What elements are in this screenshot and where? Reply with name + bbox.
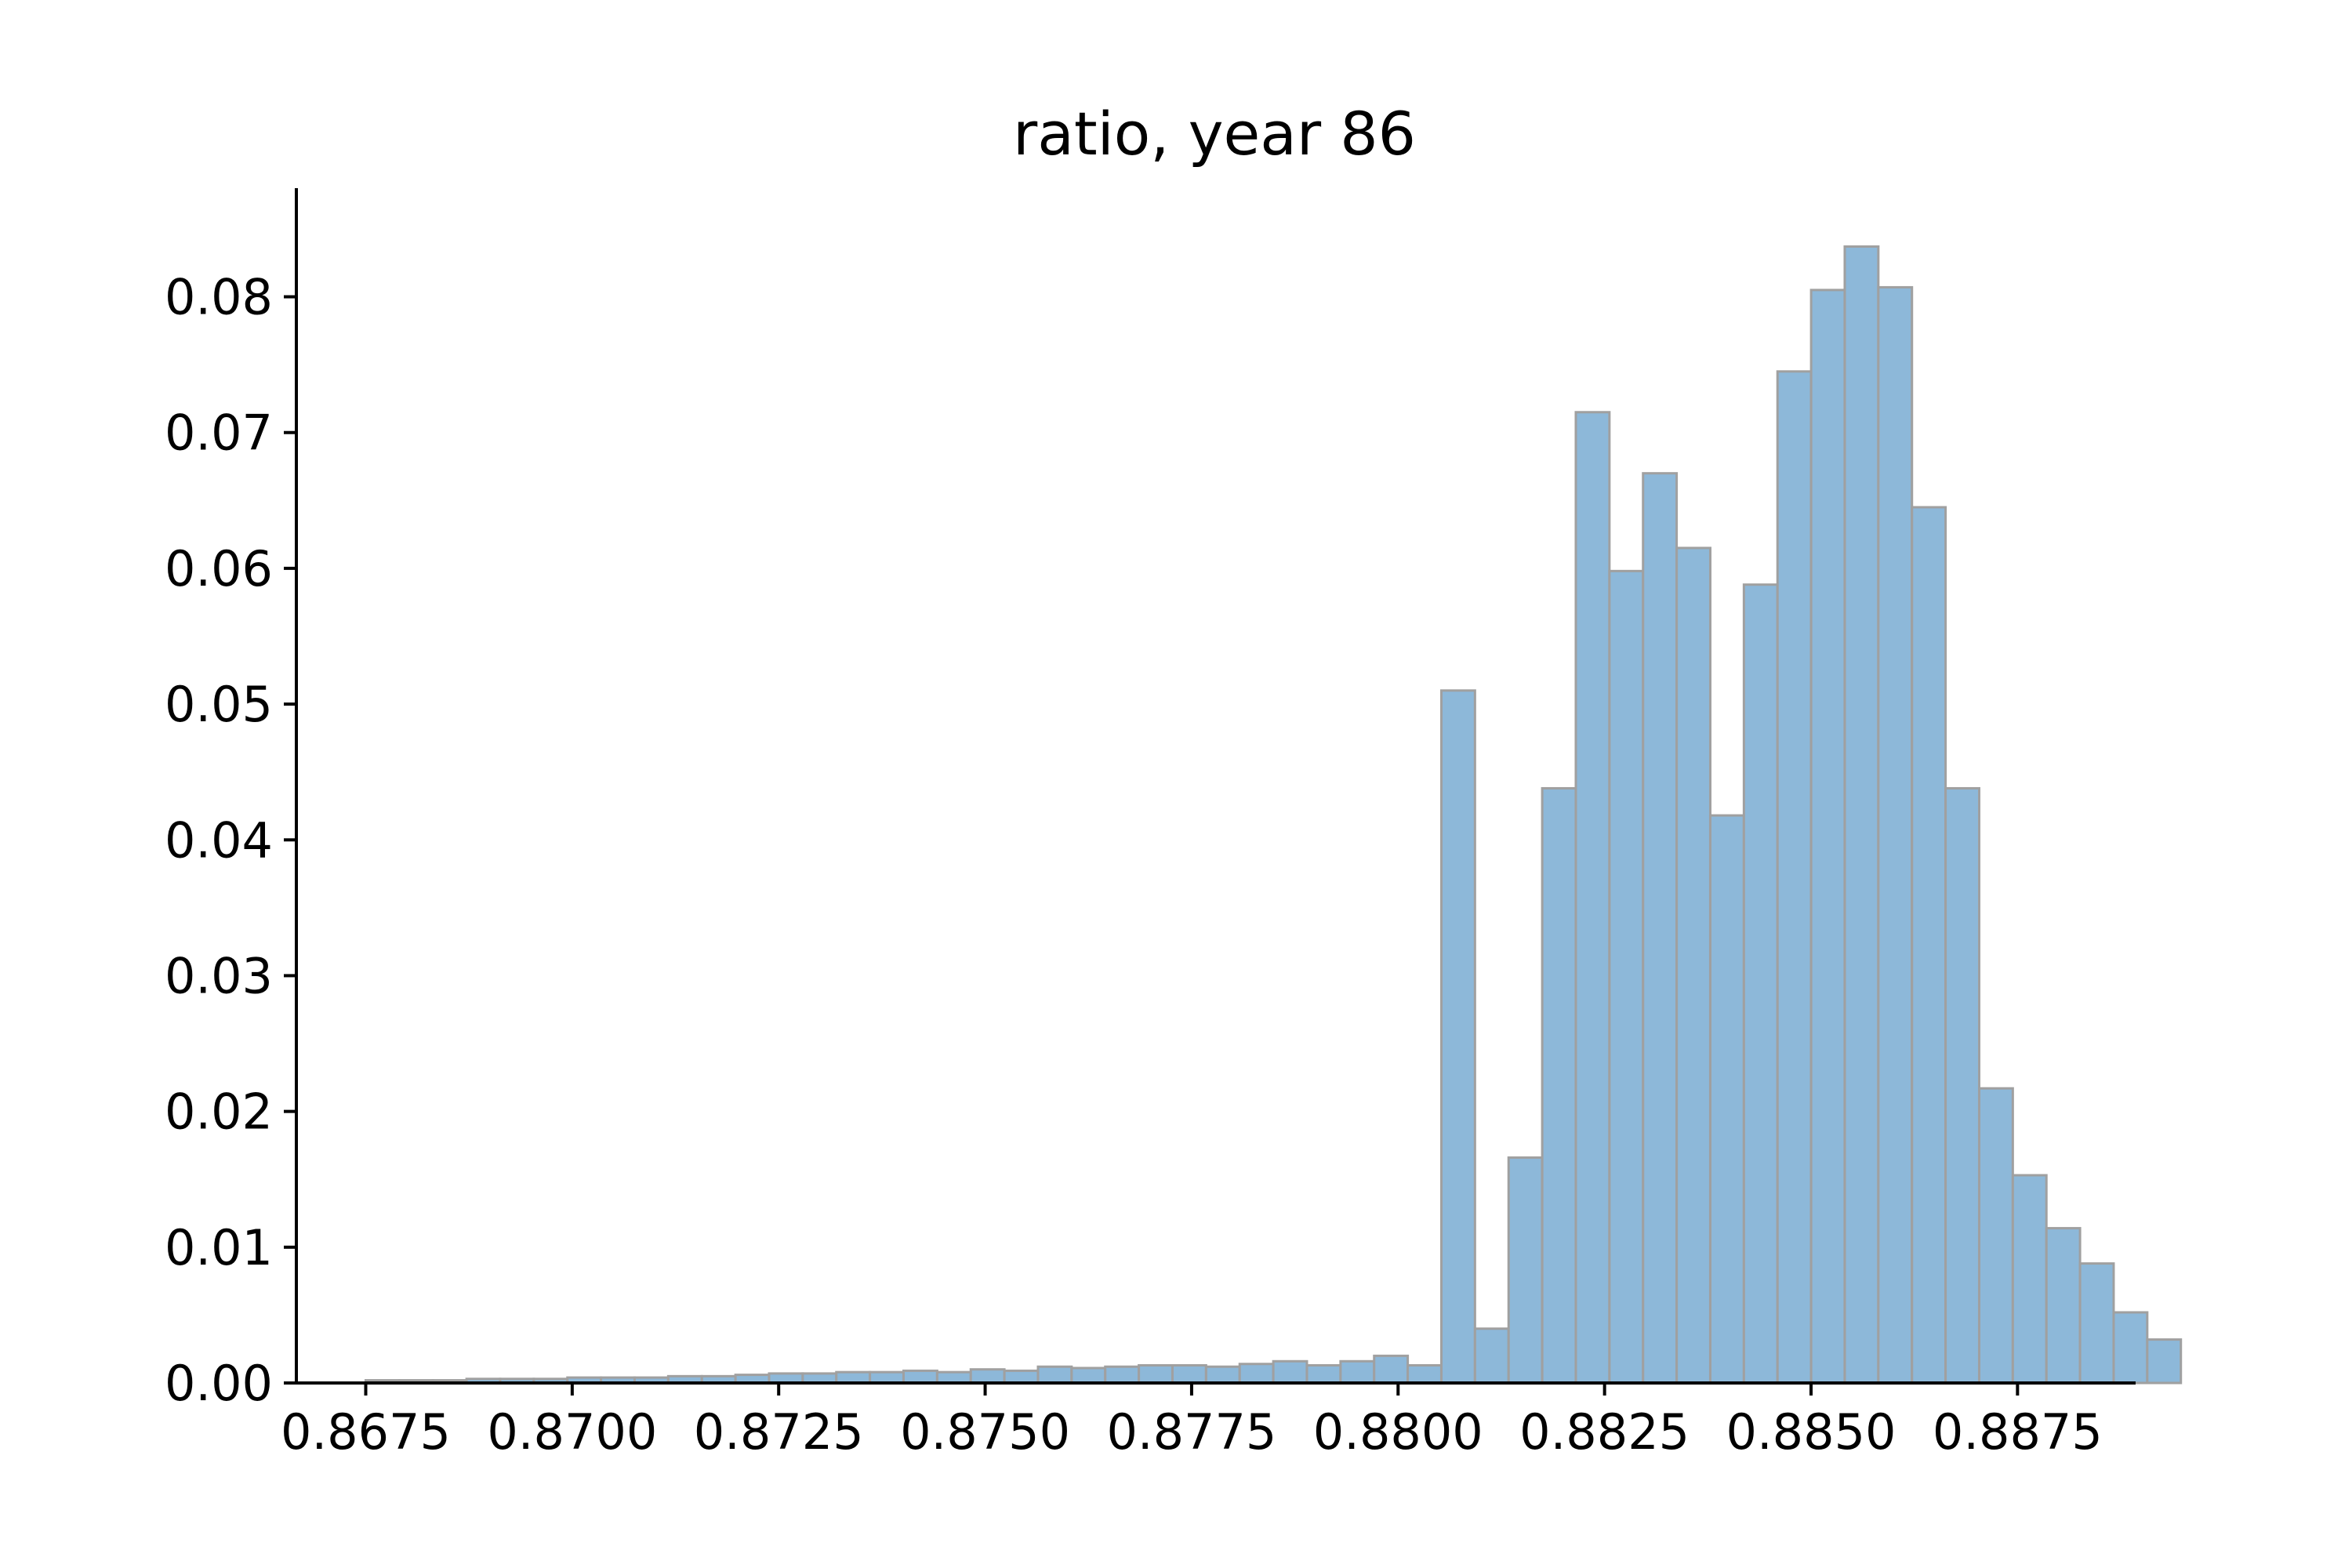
histogram-bar — [1574, 411, 1611, 1385]
y-tick-label: 0.07 — [165, 405, 273, 462]
histogram-bar — [1944, 786, 1980, 1385]
y-tick-label: 0.06 — [165, 540, 273, 597]
x-tick-label: 0.8750 — [900, 1403, 1070, 1461]
histogram-bar — [1339, 1359, 1376, 1385]
y-tick-label: 0.02 — [165, 1083, 273, 1141]
x-axis: 0.8675 0.8700 0.8725 0.8750 0.8775 0.8800 0.88… — [281, 1381, 2136, 1461]
histogram-bar — [869, 1370, 905, 1385]
y-tick-label: 0.08 — [165, 269, 273, 326]
x-tick-label: 0.8800 — [1313, 1403, 1483, 1461]
x-tick-label: 0.8775 — [1106, 1403, 1276, 1461]
histogram-bar — [1204, 1365, 1241, 1385]
histogram-bar — [1104, 1365, 1141, 1385]
histogram-bar — [2146, 1338, 2183, 1385]
histogram-bar — [2078, 1262, 2115, 1385]
histogram-bar — [835, 1370, 872, 1385]
histogram-bar — [1608, 569, 1645, 1385]
histogram-bar — [1642, 472, 1679, 1385]
x-tick-label: 0.8825 — [1519, 1403, 1690, 1461]
y-axis: 0.00 0.01 0.02 0.03 0.04 0.05 0.06 0.07 0.08 — [165, 188, 298, 1412]
histogram-bar — [2045, 1227, 2082, 1385]
histogram-bar — [1003, 1369, 1040, 1385]
histogram-bar — [1373, 1354, 1410, 1385]
histogram-bar — [1877, 285, 1914, 1385]
x-tick-label: 0.8850 — [1726, 1403, 1896, 1461]
y-tick-label: 0.03 — [165, 947, 273, 1004]
histogram-bar — [1843, 245, 1880, 1385]
histogram-bar — [1742, 583, 1779, 1385]
histogram-bar — [1541, 786, 1577, 1385]
histogram-bar — [902, 1369, 938, 1385]
histogram-bar — [1708, 814, 1745, 1385]
y-tick-label: 0.04 — [165, 811, 273, 869]
histogram-bar — [1776, 370, 1813, 1385]
x-tick-label: 0.8675 — [281, 1403, 451, 1461]
histogram-bar — [2011, 1174, 2048, 1385]
histogram-bar — [1272, 1359, 1308, 1385]
histogram-bars — [364, 245, 2183, 1385]
chart-title: ratio, year 86 — [1013, 99, 1416, 169]
x-tick-label: 0.8875 — [1933, 1403, 2103, 1461]
histogram-bar — [1439, 689, 1476, 1385]
y-tick-label: 0.05 — [165, 676, 273, 733]
histogram-bar — [1070, 1367, 1107, 1385]
x-tick-label: 0.8700 — [487, 1403, 657, 1461]
histogram-bar — [1305, 1363, 1342, 1385]
histogram-bar — [1507, 1156, 1544, 1385]
histogram-bar — [1406, 1363, 1443, 1385]
histogram-bar — [1171, 1363, 1207, 1385]
histogram-bar — [1138, 1363, 1174, 1385]
histogram-bar — [935, 1370, 972, 1385]
histogram-bar — [1036, 1365, 1073, 1385]
histogram-bar — [1675, 546, 1711, 1385]
histogram-bar — [1238, 1363, 1275, 1385]
y-tick-label: 0.00 — [165, 1355, 273, 1412]
histogram-bar — [1977, 1087, 2014, 1385]
y-tick-label: 0.01 — [165, 1219, 273, 1276]
x-tick-label: 0.8725 — [694, 1403, 864, 1461]
histogram-bar — [969, 1368, 1006, 1385]
histogram-bar — [1809, 289, 1846, 1385]
histogram-bar — [2112, 1311, 2149, 1385]
histogram-bar — [1473, 1327, 1510, 1385]
histogram-bar — [1911, 506, 1947, 1385]
